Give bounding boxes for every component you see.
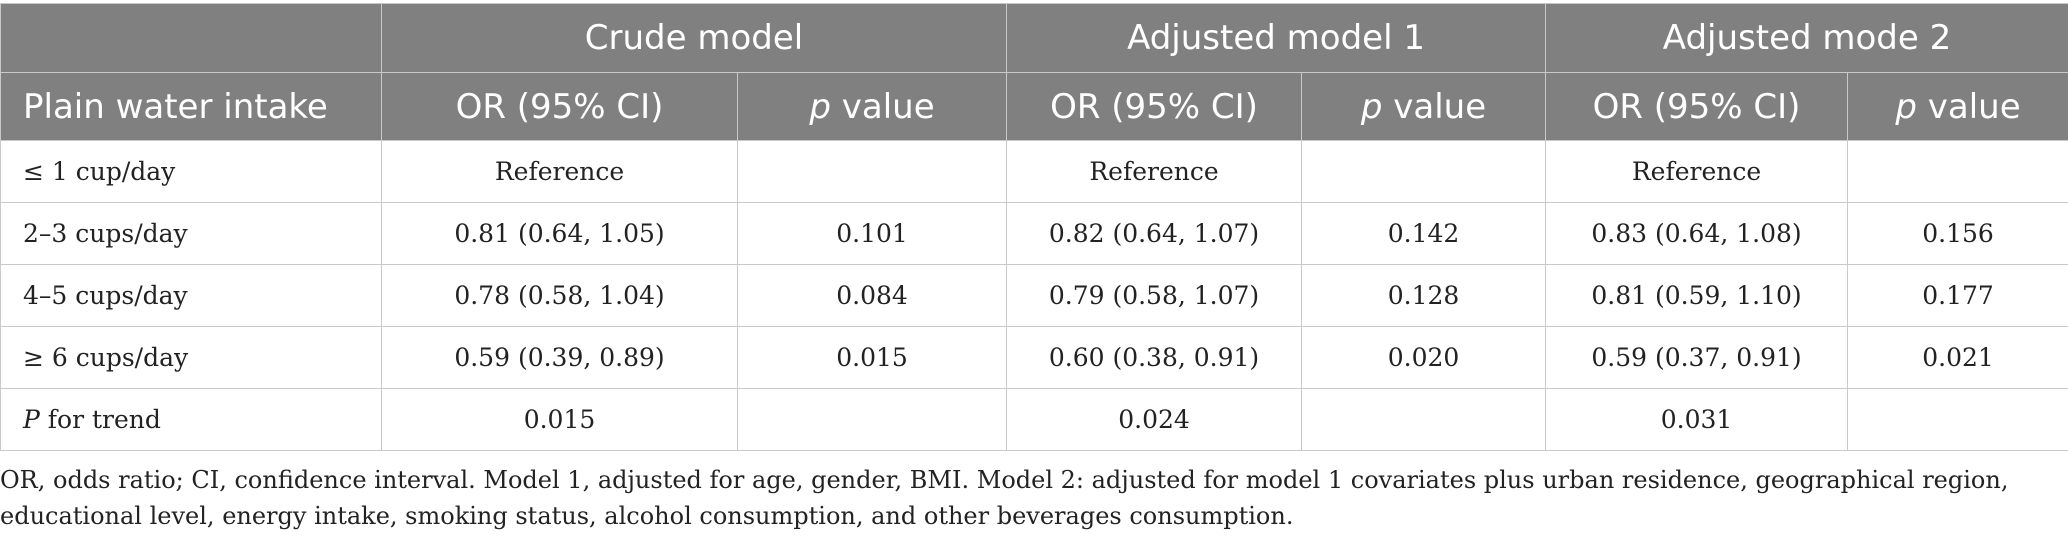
adj1-p-cell: 0.020 bbox=[1301, 326, 1547, 389]
row-label: 4–5 cups/day bbox=[0, 264, 382, 327]
p-header-rest: value bbox=[1916, 86, 2021, 127]
or-header-adjusted-1: OR (95% CI) bbox=[1006, 72, 1303, 141]
table-row: ≥ 6 cups/day 0.59 (0.39, 0.89) 0.015 0.6… bbox=[0, 326, 2068, 389]
adj1-or-cell: 0.79 (0.58, 1.07) bbox=[1006, 264, 1303, 327]
adj1-or-cell: Reference bbox=[1006, 140, 1303, 203]
adj1-or-cell: 0.82 (0.64, 1.07) bbox=[1006, 202, 1303, 265]
row-label-text: ≥ 6 cups/day bbox=[23, 343, 189, 372]
table-row: 4–5 cups/day 0.78 (0.58, 1.04) 0.084 0.7… bbox=[0, 264, 2068, 327]
adj2-p-cell: 0.156 bbox=[1847, 202, 2068, 265]
p-header-rest: value bbox=[1382, 86, 1487, 127]
group-header-crude: Crude model bbox=[380, 3, 1008, 73]
results-table: Crude model Adjusted model 1 Adjusted mo… bbox=[0, 3, 2068, 451]
table-footnote: OR, odds ratio; CI, confidence interval.… bbox=[0, 466, 2009, 530]
adj1-or-cell: 0.60 (0.38, 0.91) bbox=[1006, 326, 1303, 389]
adj1-p-cell: 0.142 bbox=[1301, 202, 1547, 265]
row-label-text: for trend bbox=[39, 405, 161, 434]
p-header-crude: p value bbox=[736, 72, 1008, 141]
adj1-p-cell: 0.128 bbox=[1301, 264, 1547, 327]
adj1-p-cell bbox=[1301, 140, 1547, 203]
header-row-columns: Plain water intake OR (95% CI) p value O… bbox=[0, 72, 2068, 141]
header-corner bbox=[0, 3, 382, 73]
adj2-or-cell: 0.031 bbox=[1545, 388, 1849, 451]
table-row: ≤ 1 cup/day Reference Reference Referenc… bbox=[0, 140, 2068, 203]
crude-p-cell bbox=[736, 140, 1008, 203]
crude-p-cell: 0.084 bbox=[736, 264, 1008, 327]
group-header-adjusted-2: Adjusted mode 2 bbox=[1545, 3, 2068, 73]
crude-or-cell: Reference bbox=[381, 140, 738, 203]
group-header-adjusted-1: Adjusted model 1 bbox=[1006, 3, 1547, 73]
adj2-p-cell bbox=[1847, 388, 2068, 451]
table-row: P for trend 0.015 0.024 0.031 bbox=[0, 388, 2068, 451]
crude-or-cell: 0.015 bbox=[381, 388, 738, 451]
adj2-or-cell: 0.83 (0.64, 1.08) bbox=[1545, 202, 1849, 265]
table-row: 2–3 cups/day 0.81 (0.64, 1.05) 0.101 0.8… bbox=[0, 202, 2068, 265]
p-header-italic: p bbox=[1360, 86, 1383, 127]
adj2-or-cell: 0.59 (0.37, 0.91) bbox=[1545, 326, 1849, 389]
p-header-adjusted-1: p value bbox=[1301, 72, 1547, 141]
adj2-p-cell: 0.021 bbox=[1847, 326, 2068, 389]
row-label-prefix: P bbox=[23, 405, 40, 434]
adj2-p-cell bbox=[1847, 140, 2068, 203]
or-header-adjusted-2: OR (95% CI) bbox=[1545, 72, 1849, 141]
crude-or-cell: 0.78 (0.58, 1.04) bbox=[381, 264, 738, 327]
row-label-text: 4–5 cups/day bbox=[23, 281, 188, 310]
p-header-rest: value bbox=[830, 86, 935, 127]
crude-p-cell: 0.101 bbox=[736, 202, 1008, 265]
row-label: 2–3 cups/day bbox=[0, 202, 382, 265]
crude-or-cell: 0.59 (0.39, 0.89) bbox=[381, 326, 738, 389]
adj1-p-cell bbox=[1301, 388, 1547, 451]
adj1-or-cell: 0.024 bbox=[1006, 388, 1303, 451]
row-label: ≤ 1 cup/day bbox=[0, 140, 382, 203]
crude-p-cell bbox=[736, 388, 1008, 451]
row-header-label: Plain water intake bbox=[0, 72, 382, 141]
table-header: Crude model Adjusted model 1 Adjusted mo… bbox=[0, 3, 2068, 141]
table-body: ≤ 1 cup/day Reference Reference Referenc… bbox=[0, 140, 2068, 451]
or-header-crude: OR (95% CI) bbox=[381, 72, 738, 141]
adj2-or-cell: Reference bbox=[1545, 140, 1849, 203]
row-label-text: ≤ 1 cup/day bbox=[23, 157, 176, 186]
adj2-or-cell: 0.81 (0.59, 1.10) bbox=[1545, 264, 1849, 327]
row-label: ≥ 6 cups/day bbox=[0, 326, 382, 389]
row-label: P for trend bbox=[0, 388, 382, 451]
adj2-p-cell: 0.177 bbox=[1847, 264, 2068, 327]
p-header-italic: p bbox=[809, 86, 831, 127]
header-row-groups: Crude model Adjusted model 1 Adjusted mo… bbox=[0, 3, 2068, 73]
crude-or-cell: 0.81 (0.64, 1.05) bbox=[381, 202, 738, 265]
p-header-italic: p bbox=[1895, 86, 1917, 127]
p-header-adjusted-2: p value bbox=[1847, 72, 2068, 141]
crude-p-cell: 0.015 bbox=[736, 326, 1008, 389]
row-label-text: 2–3 cups/day bbox=[23, 219, 188, 248]
